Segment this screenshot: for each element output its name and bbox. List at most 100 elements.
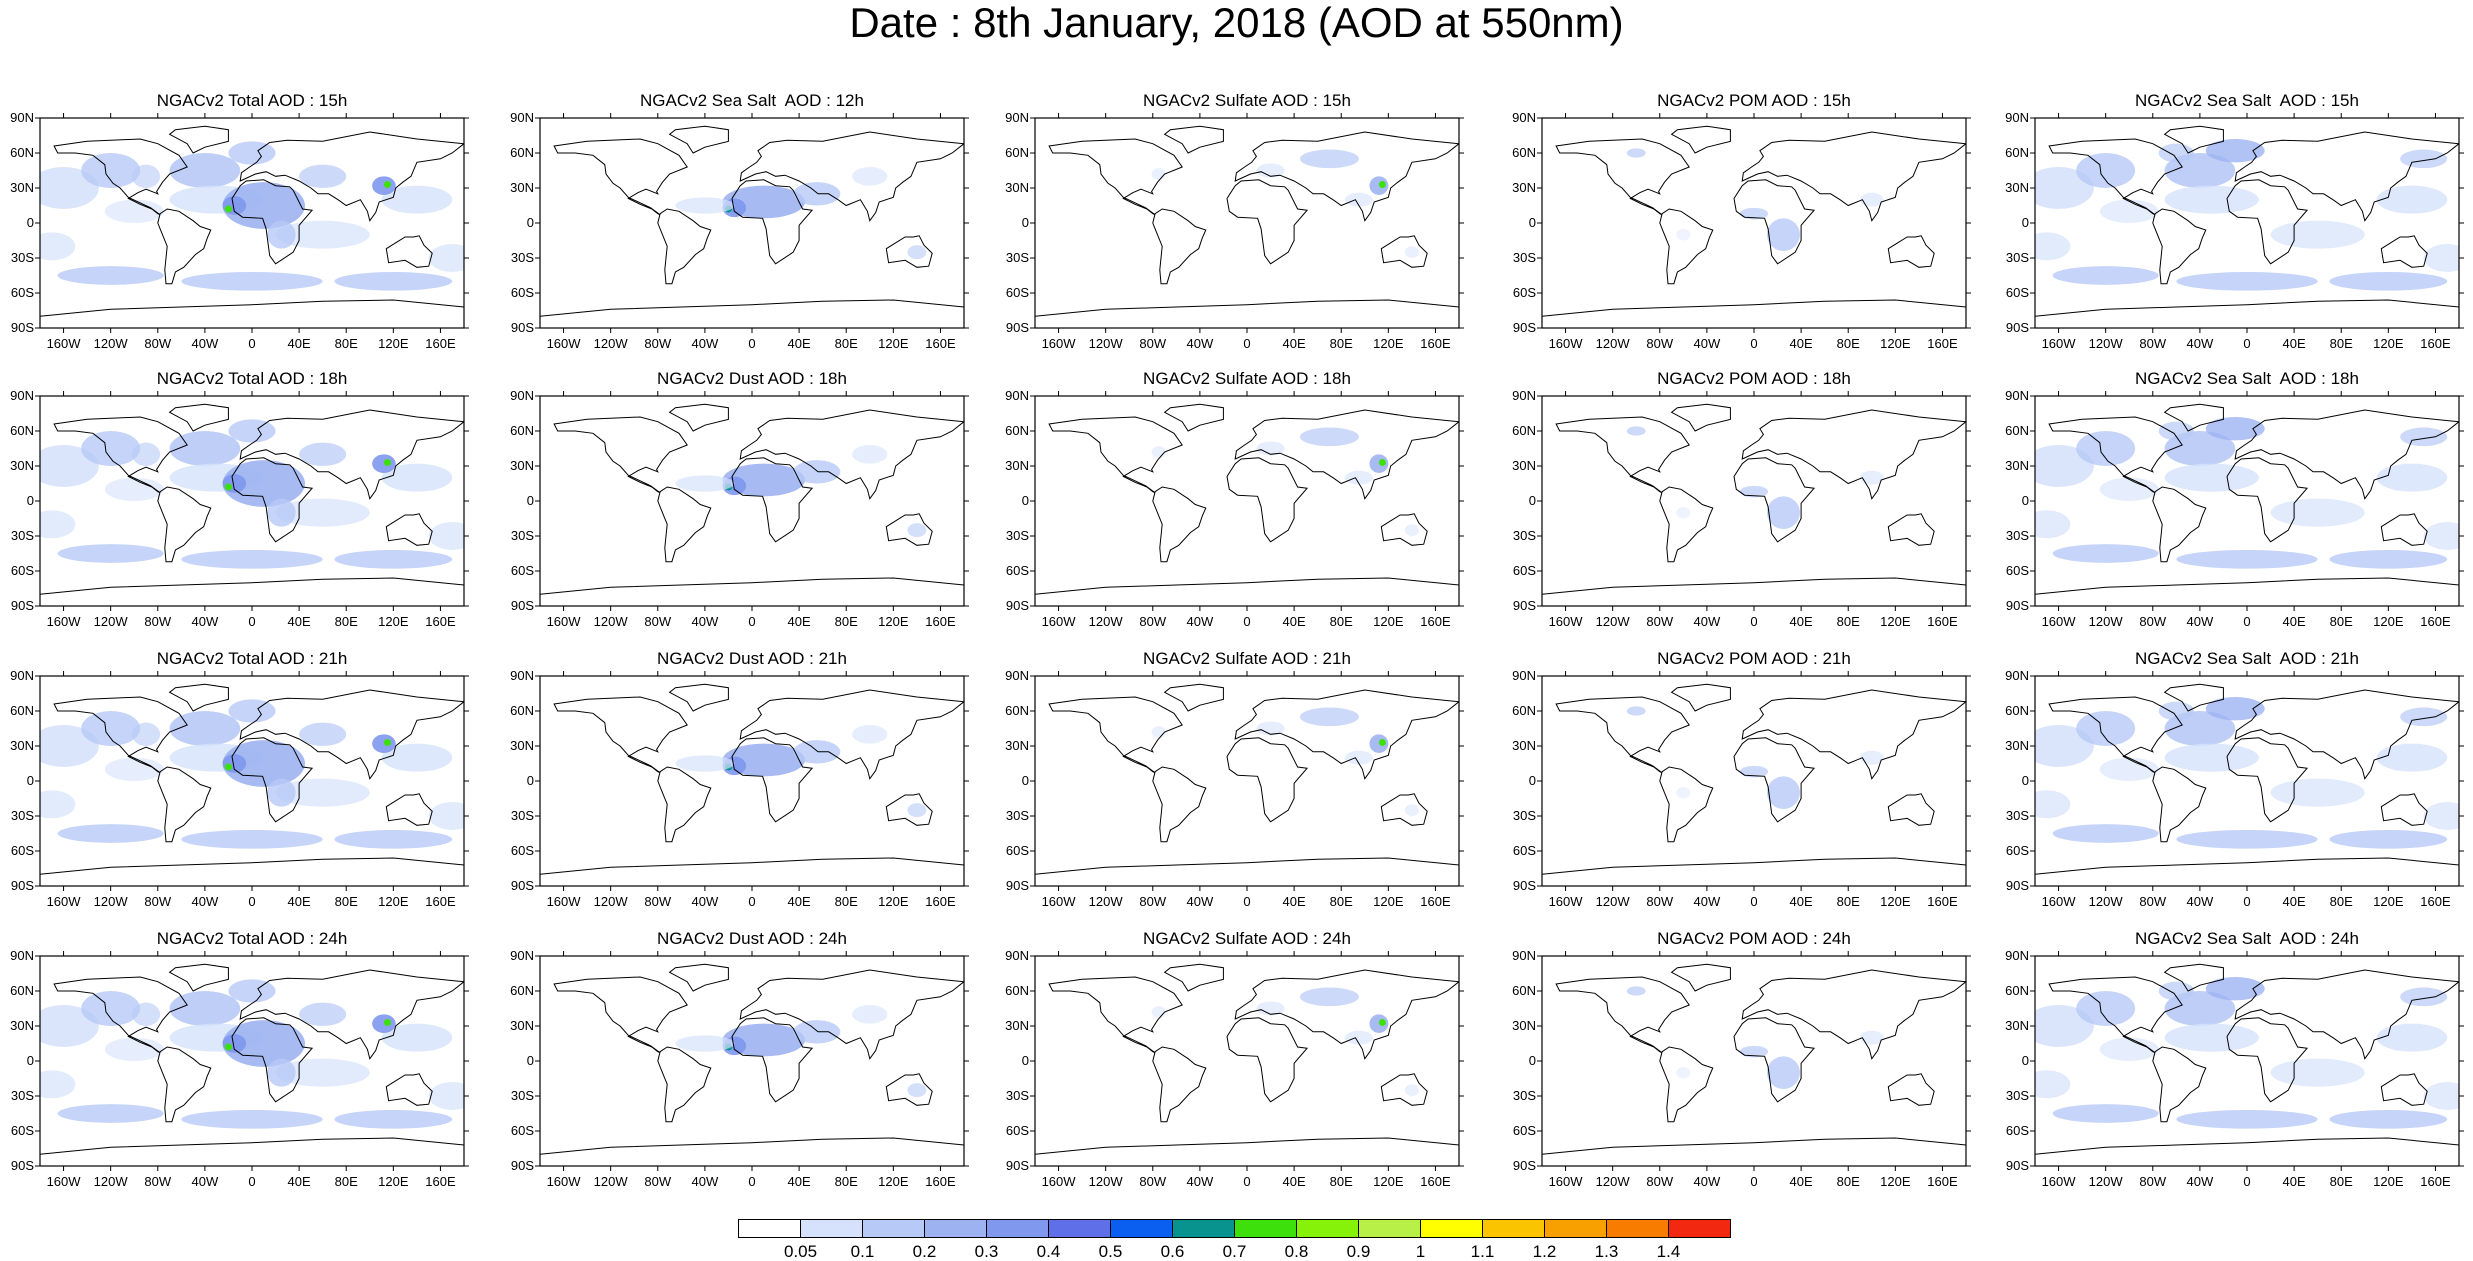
aod-plume [1626, 706, 1646, 716]
lon-tick-label: 80E [835, 336, 858, 351]
coastline [1741, 409, 1966, 500]
lat-tick-label: 60S [1513, 843, 1536, 858]
lon-tick-label: 40E [1283, 894, 1306, 909]
aod-field [40, 396, 464, 606]
aod-plume [104, 199, 164, 223]
lon-tick-label: 80E [835, 894, 858, 909]
lat-tick-label: 60S [11, 285, 34, 300]
aod-plume [2099, 757, 2159, 781]
coastline [385, 513, 433, 546]
coastlines [2035, 125, 2459, 328]
coastline [1035, 577, 1459, 606]
coastline [657, 1046, 712, 1123]
aod-plume [1378, 459, 1386, 466]
coastline [731, 1017, 814, 1103]
aod-plume [1344, 470, 1374, 485]
aod-plume [1256, 441, 1285, 456]
lon-tick-label: 120W [1596, 1174, 1631, 1189]
aod-plume [675, 1035, 735, 1052]
coastline [385, 235, 433, 268]
lon-tick-label: 40E [788, 894, 811, 909]
lon-tick-label: 120E [378, 1174, 409, 1189]
aod-plume [2400, 707, 2448, 727]
lat-tick-label: 60N [2005, 983, 2029, 998]
lon-tick-label: 0 [748, 894, 755, 909]
lon-tick-label: 0 [2243, 894, 2250, 909]
colorbar-label: 0.05 [784, 1242, 817, 1261]
aod-plume [2076, 153, 2136, 188]
panel-title: NGACv2 Total AOD : 21h [156, 649, 348, 668]
aod-colorbar: 0.05 0.1 0.2 0.3 0.4 0.5 0.6 0.7 0.8 0.9 1 1.1 1.2 1.… [738, 1219, 1731, 1261]
lat-tick-label: 30S [2006, 250, 2029, 265]
aod-plume [372, 176, 396, 195]
aod-field [2035, 956, 2459, 1166]
lon-tick-label: 120W [594, 894, 629, 909]
coastline [1542, 299, 1966, 328]
aod-plume [675, 475, 735, 492]
lon-tick-label: 40E [2283, 894, 2306, 909]
lat-tick-label: 90N [10, 110, 34, 125]
colorbar-box [924, 1219, 987, 1238]
lon-tick-label: 80E [1330, 1174, 1353, 1189]
lat-tick-label: 90N [1512, 948, 1536, 963]
coastline [1226, 457, 1309, 543]
lon-tick-label: 80W [144, 1174, 171, 1189]
coastline [1659, 208, 1714, 285]
coastline [1152, 766, 1207, 843]
coastline [657, 208, 712, 285]
aod-plume [2400, 149, 2448, 169]
lat-tick-label: 30S [1513, 528, 1536, 543]
coastline [2163, 683, 2224, 712]
lon-tick-label: 80W [1646, 1174, 1673, 1189]
lon-tick-label: 120W [1089, 336, 1124, 351]
aod-plume [2035, 510, 2071, 539]
lon-tick-label: 40W [1694, 336, 1721, 351]
lat-tick-label: 60N [1005, 423, 1029, 438]
colorbar-label: 1.4 [1657, 1242, 1681, 1261]
lon-tick-label: 40W [2187, 614, 2214, 629]
coastline [231, 1017, 314, 1103]
lon-tick-label: 160W [547, 894, 582, 909]
aod-plume [267, 220, 296, 249]
aod-plume [57, 824, 164, 843]
aod-plume [222, 754, 247, 773]
coastline [2035, 299, 2459, 328]
world-map: 90N 60N 30N 0 30S 60S 90S 160W 120W 80W 40W 0 40E 80E… [10, 110, 469, 351]
lon-tick-label: 120E [1880, 894, 1911, 909]
map-panel: NGACv2 Sulfate AOD : 21h 90N 60N 30N 0 30S 60S… [995, 650, 1495, 930]
aod-plume [2164, 1023, 2259, 1052]
coastline [739, 969, 964, 1060]
coastline [739, 689, 964, 780]
lat-tick-label: 90S [1513, 320, 1536, 335]
lon-tick-label: 160W [2042, 1174, 2077, 1189]
coastline [1659, 1046, 1714, 1123]
lat-tick-label: 0 [1529, 215, 1536, 230]
aod-plume [2164, 185, 2259, 214]
lon-tick-label: 160E [925, 894, 956, 909]
lon-tick-label: 0 [2243, 336, 2250, 351]
colorbar-box [1234, 1219, 1297, 1238]
coastline [540, 857, 964, 886]
coastline [1163, 125, 1224, 154]
world-map: 90N 60N 30N 0 30S 60S 90S 160W 120W 80W 40W 0 40E 80E… [510, 948, 969, 1189]
coastlines [2035, 963, 2459, 1166]
aod-plume [907, 803, 927, 818]
coastline [2226, 737, 2309, 823]
lat-tick-label: 60N [10, 145, 34, 160]
colorbar-box [1544, 1219, 1607, 1238]
lon-tick-label: 80E [2330, 336, 2353, 351]
lat-tick-label: 0 [527, 493, 534, 508]
lat-tick-label: 30S [1006, 1088, 1029, 1103]
lat-tick-label: 90N [2005, 110, 2029, 125]
aod-plume [428, 244, 464, 272]
lon-tick-label: 80E [2330, 1174, 2353, 1189]
coastline [731, 737, 814, 823]
coastline [731, 179, 814, 265]
lat-tick-label: 30S [1006, 528, 1029, 543]
lat-tick-label: 30S [11, 1088, 34, 1103]
aod-plume [2052, 1104, 2159, 1123]
aod-plume [1300, 987, 1359, 1007]
lat-tick-label: 60S [511, 563, 534, 578]
lon-tick-label: 80E [335, 614, 358, 629]
lat-tick-label: 60S [1006, 1123, 1029, 1138]
